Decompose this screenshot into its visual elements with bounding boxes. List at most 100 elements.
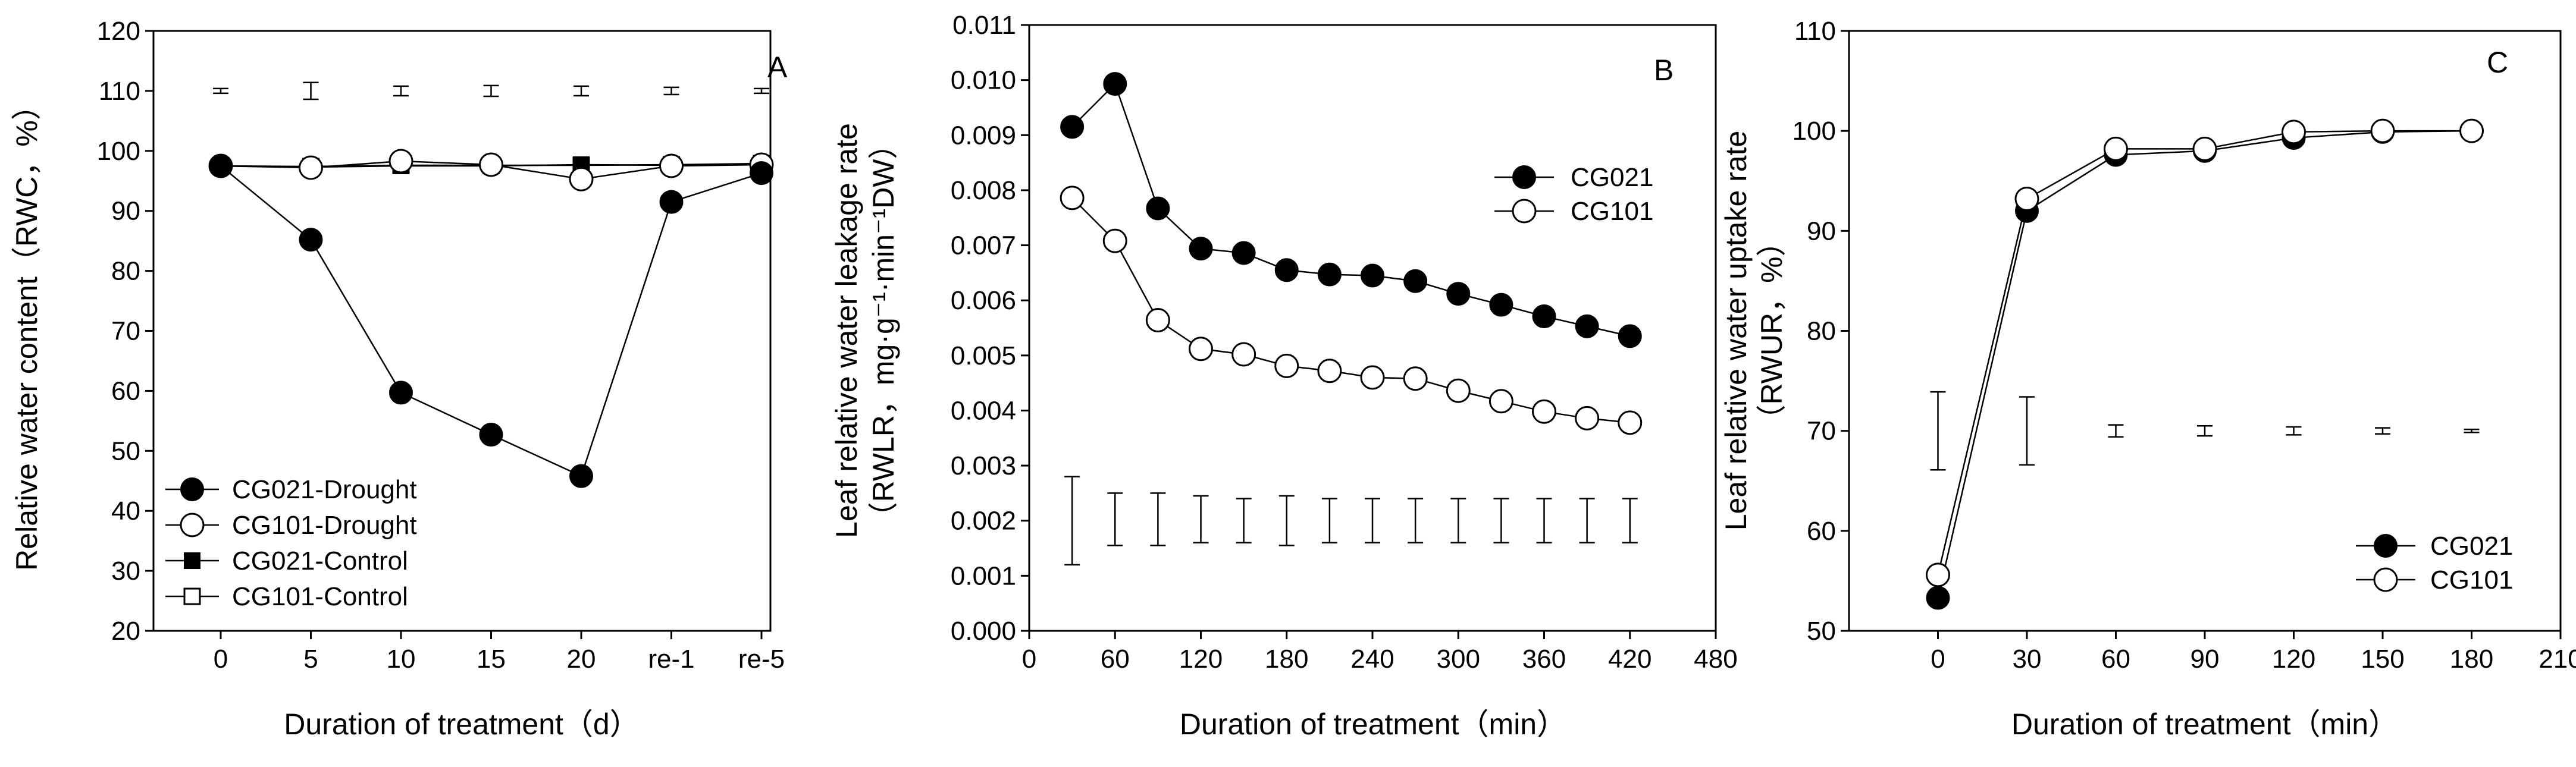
panel-a-point-cg101-drought xyxy=(569,166,594,191)
panel-b-xtick-label: 180 xyxy=(1265,645,1308,674)
panel-b-ylabel-line2: （RWLR，mg·g⁻¹·min⁻¹DW） xyxy=(867,130,900,532)
panel-c-point-cg101 xyxy=(2104,136,2128,161)
legend-marker-cg021 xyxy=(1512,165,1536,189)
panel-b-ylabel-line1: Leaf relative water leakage rate xyxy=(830,123,863,538)
panel-c-point-cg101 xyxy=(2282,120,2306,144)
panel-a-xtick-label: 5 xyxy=(303,645,318,674)
panel-a-ytick-label: 30 xyxy=(111,557,140,586)
panel-b-point-cg021 xyxy=(1618,324,1642,348)
panel-a-chart: 20 30 40 50 60 70 80 90 100 110 120 0 5 10 15 20 re-1 re… xyxy=(10,17,788,741)
panel-b-point-cg101 xyxy=(1189,337,1213,362)
legend-label-cg021-drought: CG021-Drought xyxy=(232,475,417,504)
legend-label-cg101-drought: CG101-Drought xyxy=(232,511,417,540)
legend-marker-cg101 xyxy=(2373,567,2398,592)
panel-b-ytick-label: 0.011 xyxy=(952,11,1016,40)
panel-c-ytick-label: 60 xyxy=(1807,517,1836,546)
panel-b-ytick-label: 0.004 xyxy=(951,396,1016,425)
panel-a-xtick-label: re-1 xyxy=(648,645,694,674)
panel-b-point-cg021 xyxy=(1489,293,1513,317)
panel-b-point-cg021 xyxy=(1103,72,1127,96)
panel-c-xtick-label: 90 xyxy=(2190,645,2220,674)
panel-b-point-cg101 xyxy=(1403,366,1428,391)
panel-a-point-cg021-drought xyxy=(659,190,684,214)
panel-c-xtick-label: 30 xyxy=(2013,645,2042,674)
panel-c-ytick-label: 100 xyxy=(1792,117,1836,146)
panel-c-xtick-label: 120 xyxy=(2272,645,2315,674)
panel-c-ytick-label: 80 xyxy=(1807,317,1836,346)
panel-b-point-cg021 xyxy=(1146,196,1170,221)
legend-marker-cg021-drought xyxy=(180,477,204,501)
legend-marker-cg021 xyxy=(2374,534,2398,558)
panel-b-xlabel: Duration of treatment（min） xyxy=(1180,708,1566,741)
panel-b-ytick-label: 0.010 xyxy=(951,66,1016,95)
panel-b-point-cg021 xyxy=(1274,258,1299,282)
panel-b-ytick-label: 0.001 xyxy=(951,561,1016,590)
panel-a-point-cg101-drought xyxy=(388,149,413,174)
panel-a-point-cg021-drought xyxy=(479,423,503,447)
panel-b-point-cg021 xyxy=(1317,262,1342,287)
panel-a-ylabel: Relative water content（RWC，%） xyxy=(10,90,43,571)
panel-b-point-cg021 xyxy=(1060,115,1085,139)
panel-a-xtick-label: re-5 xyxy=(738,645,785,674)
legend-label-cg101: CG101 xyxy=(2430,565,2513,595)
panel-b-xtick-label: 360 xyxy=(1522,645,1566,674)
panel-c-xlabel: Duration of treatment（min） xyxy=(2011,708,2398,741)
legend-label-cg101-control: CG101-Control xyxy=(232,582,408,611)
panel-b-point-cg021 xyxy=(1231,241,1256,265)
panel-b-point-cg021 xyxy=(1361,263,1384,288)
panel-c-ylabel-line1: Leaf relative water uptake rate xyxy=(1719,131,1753,531)
panel-a-xtick-label: 0 xyxy=(214,645,228,674)
panel-b-ytick-label: 0.008 xyxy=(951,176,1016,205)
panel-c-point-cg101 xyxy=(2014,187,2039,212)
legend-marker-cg021-control xyxy=(184,552,200,569)
panel-b-xtick-label: 120 xyxy=(1179,645,1223,674)
panel-c-chart: 50 60 70 80 90 100 110 0 30 60 90 120 150 180 210 C L… xyxy=(1719,17,2576,741)
panel-c-point-cg101 xyxy=(2459,118,2484,143)
legend-marker-cg101-drought xyxy=(180,513,205,537)
panel-b-ytick-label: 0.007 xyxy=(951,231,1016,260)
legend-label-cg021: CG021 xyxy=(2430,532,2513,561)
panel-c-point-cg021 xyxy=(1926,586,1950,610)
panel-b-point-cg101 xyxy=(1060,186,1085,210)
panel-a-xtick-label: 10 xyxy=(387,645,416,674)
panel-c-xtick-label: 0 xyxy=(1931,645,1945,674)
panel-b-xtick-label: 300 xyxy=(1437,645,1480,674)
panel-c-ytick-label: 70 xyxy=(1807,417,1836,446)
panel-b-point-cg101 xyxy=(1274,353,1299,378)
panel-b-xtick-label: 480 xyxy=(1694,645,1737,674)
panel-c-ytick-label: 50 xyxy=(1807,617,1836,646)
panel-b-ytick-label: 0.003 xyxy=(951,451,1016,480)
panel-b-ytick-label: 0.000 xyxy=(951,617,1016,646)
panel-b-ytick-label: 0.006 xyxy=(951,286,1016,315)
panel-a-xtick-label: 15 xyxy=(477,645,506,674)
panel-a-plot-frame xyxy=(152,30,772,632)
panel-b-point-cg101 xyxy=(1102,228,1127,253)
panel-a-ytick-label: 60 xyxy=(111,376,140,405)
panel-a-ytick-label: 80 xyxy=(111,257,140,286)
panel-b-point-cg101 xyxy=(1618,410,1643,435)
panel-c-ytick-label: 90 xyxy=(1807,216,1836,246)
legend-label-cg101: CG101 xyxy=(1571,197,1653,226)
panel-c-xtick-label: 150 xyxy=(2361,645,2404,674)
panel-c-point-cg101 xyxy=(1926,562,1950,587)
panel-a-point-cg021-drought xyxy=(389,381,413,405)
panel-a-xlabel: Duration of treatment（d） xyxy=(284,708,640,741)
panel-a-point-cg101-drought xyxy=(299,155,323,180)
panel-a-ytick-label: 20 xyxy=(111,617,140,646)
panel-b-point-cg021 xyxy=(1575,314,1599,338)
panel-c-xtick-label: 210 xyxy=(2539,645,2576,674)
panel-b-point-cg021 xyxy=(1189,237,1213,261)
panel-b-xtick-label: 60 xyxy=(1101,645,1130,674)
panel-c-xtick-label: 60 xyxy=(2101,645,2130,674)
panel-a-point-cg021-drought xyxy=(209,154,233,178)
panel-c-point-cg101 xyxy=(2192,136,2217,161)
panel-b-point-cg101 xyxy=(1360,365,1385,390)
panel-b-legend: CG021 CG101 xyxy=(1494,163,1653,226)
panel-a-point-cg101-drought xyxy=(659,153,684,178)
panel-b-point-cg101 xyxy=(1145,308,1170,333)
panel-a-xtick-label: 20 xyxy=(567,645,596,674)
panel-b-ytick-label: 0.002 xyxy=(951,507,1016,536)
panel-a-ytick-label: 100 xyxy=(97,137,140,166)
panel-a-ytick-label: 90 xyxy=(111,197,140,226)
panel-c-ylabel-line2: （RWUR，%） xyxy=(1755,227,1788,434)
